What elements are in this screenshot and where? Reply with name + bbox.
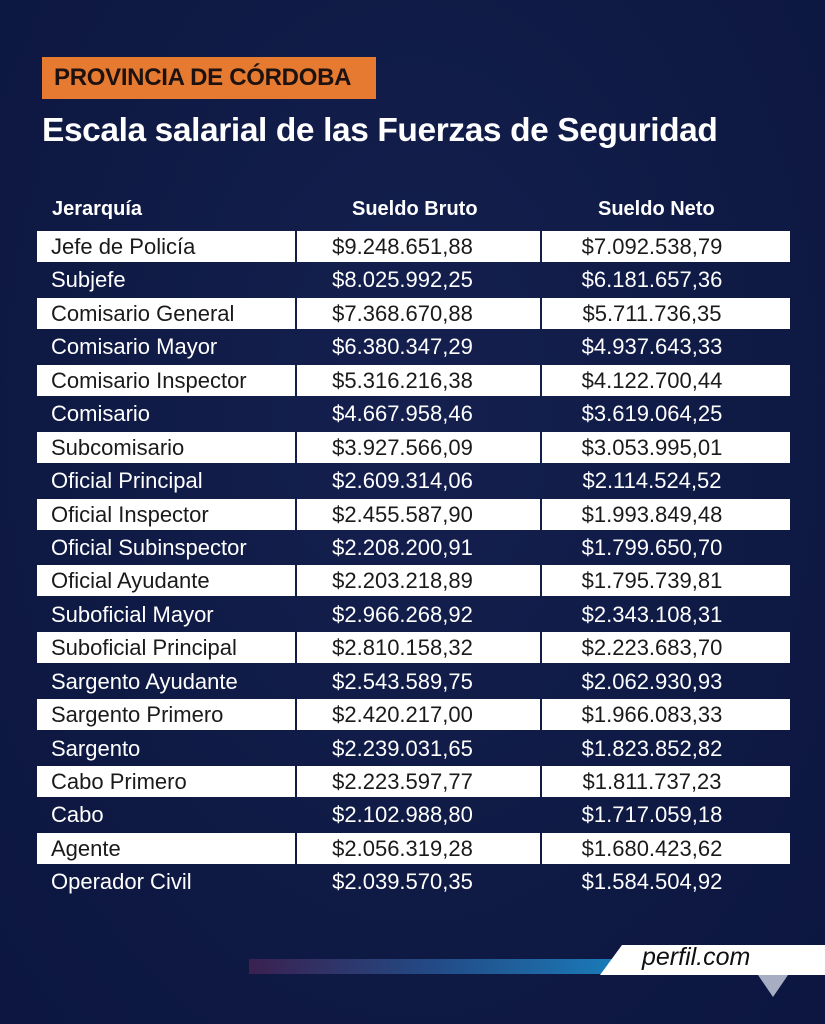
table-row: Oficial Inspector $2.455.587,90 $1.993.849… <box>37 498 790 532</box>
rank-cell: Oficial Inspector <box>37 498 295 530</box>
province-badge: PROVINCIA DE CÓRDOBA <box>42 57 376 99</box>
table-row: Oficial Ayudante $2.203.218,89 $1.795.739,… <box>37 565 790 598</box>
net-salary-cell: $2.114.524,52 <box>582 468 722 494</box>
rank-cell: Subjefe <box>51 267 126 293</box>
net-salary-cell: $2.343.108,31 <box>581 601 723 627</box>
net-salary-cell: $1.993.849,48 <box>542 498 790 530</box>
net-salary-cell: $1.795.739,81 <box>542 565 790 597</box>
table-row: Sargento $2.239.031,65 $1.823.852,82 <box>37 733 790 766</box>
gross-salary-cell: $3.927.566,09 <box>297 431 540 463</box>
gross-salary-cell: $2.056.319,28 <box>297 832 540 864</box>
logo-text: perfil.com <box>642 943 751 971</box>
gross-salary-cell: $2.420.217,00 <box>297 699 540 731</box>
gross-salary-cell: $2.455.587,90 <box>297 498 540 530</box>
net-salary-cell: $1.680.423,62 <box>542 832 790 864</box>
net-salary-cell: $1.966.083,33 <box>542 699 790 731</box>
table-row: Comisario Mayor $6.380.347,29 $4.937.643,3… <box>37 331 790 364</box>
gross-salary-cell: $8.025.992,25 <box>332 267 473 293</box>
gross-salary-cell: $2.810.158,32 <box>297 632 540 664</box>
table-row: Jefe de Policía $9.248.651,88 $7.092.538,7… <box>37 231 790 264</box>
rank-cell: Suboficial Principal <box>37 632 295 664</box>
net-salary-cell: $3.053.995,01 <box>542 431 790 463</box>
gross-salary-cell: $2.609.314,06 <box>332 468 473 494</box>
table-row: Operador Civil $2.039.570,35 $1.584.504,92 <box>37 866 790 899</box>
table-row: Subjefe $8.025.992,25 $6.181.657,36 <box>37 264 790 297</box>
table-row: Suboficial Principal $2.810.158,32 $2.223.… <box>37 632 790 665</box>
net-salary-cell: $5.711.736,35 <box>542 297 790 329</box>
rank-cell: Sargento <box>51 735 141 761</box>
net-salary-cell: $4.937.643,33 <box>581 334 723 360</box>
table-row: Cabo Primero $2.223.597,77 $1.811.737,23 <box>37 766 790 799</box>
net-salary-cell: $1.717.059,18 <box>581 802 723 828</box>
rank-cell: Sargento Primero <box>37 699 295 731</box>
net-salary-cell: $2.062.930,93 <box>581 668 723 694</box>
gross-salary-cell: $2.039.570,35 <box>332 869 473 895</box>
column-header-net: Sueldo Neto <box>598 198 715 220</box>
table-row: Oficial Principal $2.609.314,06 $2.114.524… <box>37 465 790 498</box>
table-row: Sargento Primero $2.420.217,00 $1.966.083,… <box>37 699 790 732</box>
column-header-rank: Jerarquía <box>52 198 143 220</box>
rank-cell: Subcomisario <box>37 431 295 463</box>
table-row: Oficial Subinspector $2.208.200,91 $1.799.… <box>37 532 790 565</box>
logo-pointer-icon <box>758 975 788 997</box>
gross-salary-cell: $4.667.958,46 <box>332 401 473 427</box>
salary-table: Jefe de Policía $9.248.651,88 $7.092.538,7… <box>37 231 790 900</box>
gross-salary-cell: $2.966.268,92 <box>332 601 473 627</box>
rank-cell: Comisario General <box>37 297 295 329</box>
net-salary-cell: $7.092.538,79 <box>542 231 790 262</box>
net-salary-cell: $1.799.650,70 <box>581 534 723 560</box>
net-salary-cell: $1.584.504,92 <box>581 869 723 895</box>
net-salary-cell: $4.122.700,44 <box>542 364 790 396</box>
rank-cell: Comisario <box>51 401 151 427</box>
rank-cell: Suboficial Mayor <box>51 601 214 627</box>
rank-cell: Oficial Subinspector <box>51 534 247 560</box>
gross-salary-cell: $2.102.988,80 <box>332 802 473 828</box>
table-header: Jerarquía Sueldo Bruto Sueldo Neto <box>0 196 825 226</box>
rank-cell: Sargento Ayudante <box>51 668 238 694</box>
gross-salary-cell: $2.203.218,89 <box>297 565 540 597</box>
rank-cell: Operador Civil <box>51 869 192 895</box>
gross-salary-cell: $7.368.670,88 <box>297 297 540 329</box>
table-row: Subcomisario $3.927.566,09 $3.053.995,01 <box>37 431 790 465</box>
rank-cell: Comisario Inspector <box>37 364 295 396</box>
table-row: Agente $2.056.319,28 $1.680.423,62 <box>37 832 790 866</box>
table-row: Cabo $2.102.988,80 $1.717.059,18 <box>37 799 790 832</box>
net-salary-cell: $6.181.657,36 <box>581 267 723 293</box>
column-header-gross: Sueldo Bruto <box>352 198 478 220</box>
table-row: Comisario General $7.368.670,88 $5.711.736… <box>37 297 790 331</box>
net-salary-cell: $2.223.683,70 <box>542 632 790 664</box>
page-title: Escala salarial de las Fuerzas de Seguri… <box>42 112 718 149</box>
net-salary-cell: $3.619.064,25 <box>581 401 723 427</box>
table-row: Sargento Ayudante $2.543.589,75 $2.062.930… <box>37 666 790 699</box>
rank-cell: Agente <box>37 832 295 864</box>
gross-salary-cell: $9.248.651,88 <box>297 231 540 262</box>
gross-salary-cell: $6.380.347,29 <box>332 334 473 360</box>
rank-cell: Oficial Ayudante <box>37 565 295 597</box>
rank-cell: Cabo Primero <box>37 766 295 797</box>
gross-salary-cell: $2.543.589,75 <box>332 668 473 694</box>
rank-cell: Comisario Mayor <box>51 334 218 360</box>
gross-salary-cell: $2.208.200,91 <box>332 534 473 560</box>
gross-salary-cell: $2.223.597,77 <box>297 766 540 797</box>
rank-cell: Oficial Principal <box>51 468 203 494</box>
gross-salary-cell: $5.316.216,38 <box>297 364 540 396</box>
net-salary-cell: $1.811.737,23 <box>542 766 790 797</box>
rank-cell: Cabo <box>51 802 104 828</box>
table-row: Comisario Inspector $5.316.216,38 $4.122.7… <box>37 364 790 398</box>
rank-cell: Jefe de Policía <box>37 231 295 262</box>
table-row: Suboficial Mayor $2.966.268,92 $2.343.108,… <box>37 599 790 632</box>
table-row: Comisario $4.667.958,46 $3.619.064,25 <box>37 398 790 431</box>
perfil-logo: perfil.com <box>600 945 825 975</box>
gross-salary-cell: $2.239.031,65 <box>332 735 473 761</box>
net-salary-cell: $1.823.852,82 <box>581 735 723 761</box>
footer-gradient-bar <box>249 959 614 974</box>
